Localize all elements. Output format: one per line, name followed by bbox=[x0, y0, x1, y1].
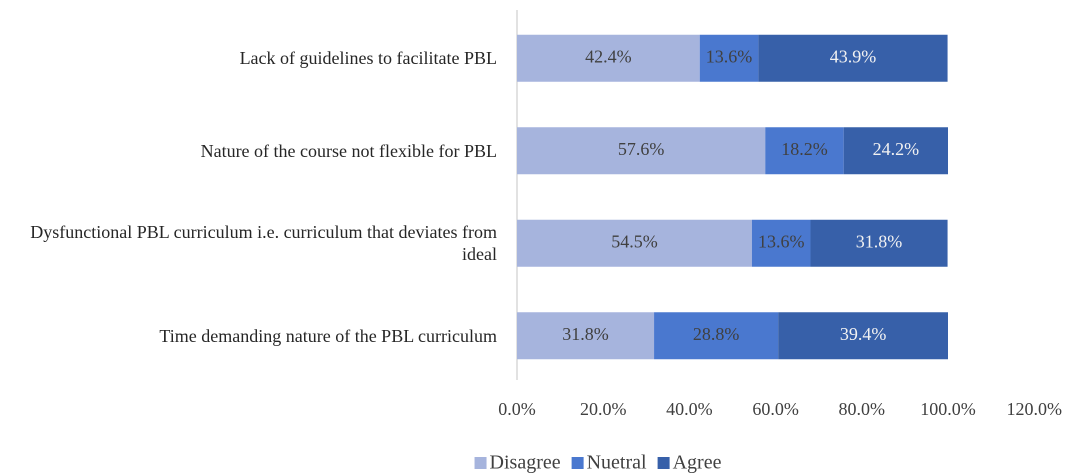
x-tick-label: 100.0% bbox=[920, 399, 976, 419]
value-label: 31.8% bbox=[856, 231, 903, 251]
legend-label: Nuetral bbox=[587, 452, 647, 474]
bar-segment bbox=[517, 34, 700, 82]
category-label: Time demanding nature of the PBL curricu… bbox=[159, 325, 497, 346]
bar-segment bbox=[810, 219, 948, 267]
x-tick-label: 60.0% bbox=[752, 399, 799, 419]
category-label: Nature of the course not flexible for PB… bbox=[200, 140, 497, 161]
value-label: 13.6% bbox=[758, 231, 805, 251]
value-label: 42.4% bbox=[585, 46, 632, 66]
bar-segment bbox=[758, 34, 948, 82]
bar-segment bbox=[778, 312, 948, 360]
bar-segment bbox=[843, 127, 948, 175]
value-label: 39.4% bbox=[840, 324, 887, 344]
x-tick-label: 120.0% bbox=[1006, 399, 1062, 419]
value-label: 31.8% bbox=[562, 324, 609, 344]
bar-segment bbox=[699, 34, 759, 82]
x-tick-label: 80.0% bbox=[839, 399, 886, 419]
legend-swatch bbox=[474, 457, 487, 469]
bar-segment bbox=[517, 219, 752, 267]
x-tick-label: 40.0% bbox=[666, 399, 713, 419]
value-label: 18.2% bbox=[781, 139, 828, 159]
value-label: 54.5% bbox=[611, 231, 658, 251]
legend-label: Disagree bbox=[490, 452, 561, 474]
bar-segment bbox=[654, 312, 779, 360]
legend-swatch bbox=[657, 457, 670, 469]
value-label: 13.6% bbox=[706, 46, 753, 66]
bar-segment bbox=[751, 219, 811, 267]
value-label: 57.6% bbox=[618, 139, 665, 159]
x-tick-label: 20.0% bbox=[580, 399, 627, 419]
bar-segment bbox=[517, 312, 655, 360]
x-tick-label: 0.0% bbox=[498, 399, 536, 419]
legend-label: Agree bbox=[673, 452, 722, 474]
value-label: 28.8% bbox=[693, 324, 740, 344]
value-label: 24.2% bbox=[873, 139, 920, 159]
bar-segment bbox=[517, 127, 766, 175]
legend-swatch bbox=[571, 457, 584, 469]
bar-segment bbox=[765, 127, 844, 175]
category-label: Lack of guidelines to facilitate PBL bbox=[239, 48, 497, 69]
category-label: Dysfunctional PBL curriculum i.e. curric… bbox=[30, 222, 497, 265]
value-label: 43.9% bbox=[830, 46, 877, 66]
